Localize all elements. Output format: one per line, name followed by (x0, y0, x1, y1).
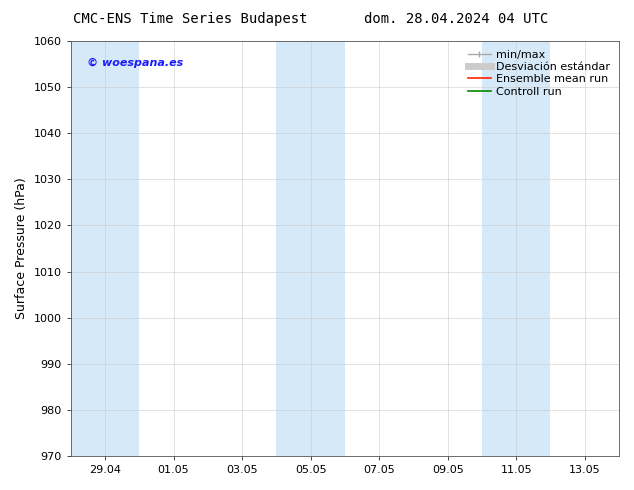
Text: CMC-ENS Time Series Budapest: CMC-ENS Time Series Budapest (73, 12, 307, 26)
Y-axis label: Surface Pressure (hPa): Surface Pressure (hPa) (15, 178, 28, 319)
Bar (71, 41, 139, 456)
Bar (482, 41, 550, 456)
Bar (276, 41, 345, 456)
Text: dom. 28.04.2024 04 UTC: dom. 28.04.2024 04 UTC (365, 12, 548, 26)
Legend: min/max, Desviación estándar, Ensemble mean run, Controll run: min/max, Desviación estándar, Ensemble m… (465, 47, 614, 100)
Text: © woespana.es: © woespana.es (87, 58, 183, 68)
